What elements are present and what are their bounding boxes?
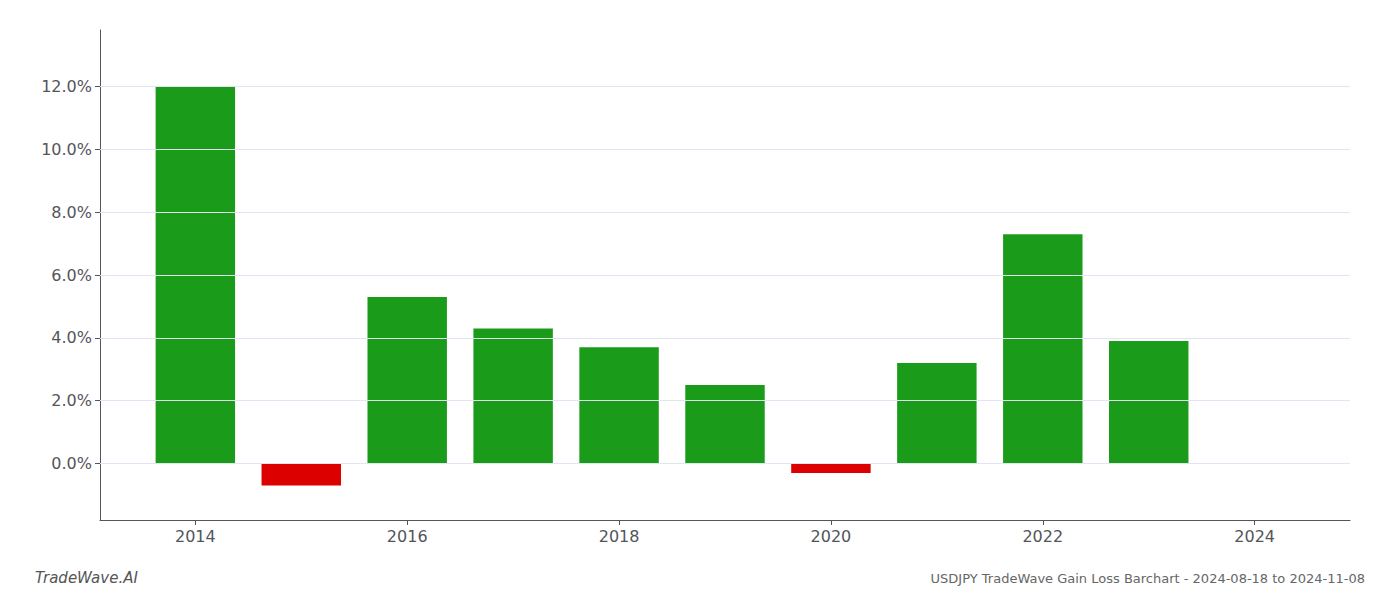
svg-text:2016: 2016 <box>387 527 428 546</box>
svg-text:12.0%: 12.0% <box>41 77 92 96</box>
svg-text:4.0%: 4.0% <box>51 328 92 347</box>
svg-text:0.0%: 0.0% <box>51 454 92 473</box>
svg-text:2020: 2020 <box>811 527 852 546</box>
svg-text:8.0%: 8.0% <box>51 203 92 222</box>
svg-text:USDJPY TradeWave Gain Loss Bar: USDJPY TradeWave Gain Loss Barchart - 20… <box>931 571 1365 586</box>
svg-text:6.0%: 6.0% <box>51 266 92 285</box>
svg-text:TradeWave.AI: TradeWave.AI <box>35 569 138 587</box>
svg-text:2014: 2014 <box>175 527 216 546</box>
svg-text:2018: 2018 <box>599 527 640 546</box>
svg-text:2.0%: 2.0% <box>51 391 92 410</box>
svg-text:10.0%: 10.0% <box>41 140 92 159</box>
svg-text:2022: 2022 <box>1022 527 1063 546</box>
svg-text:2024: 2024 <box>1234 527 1275 546</box>
